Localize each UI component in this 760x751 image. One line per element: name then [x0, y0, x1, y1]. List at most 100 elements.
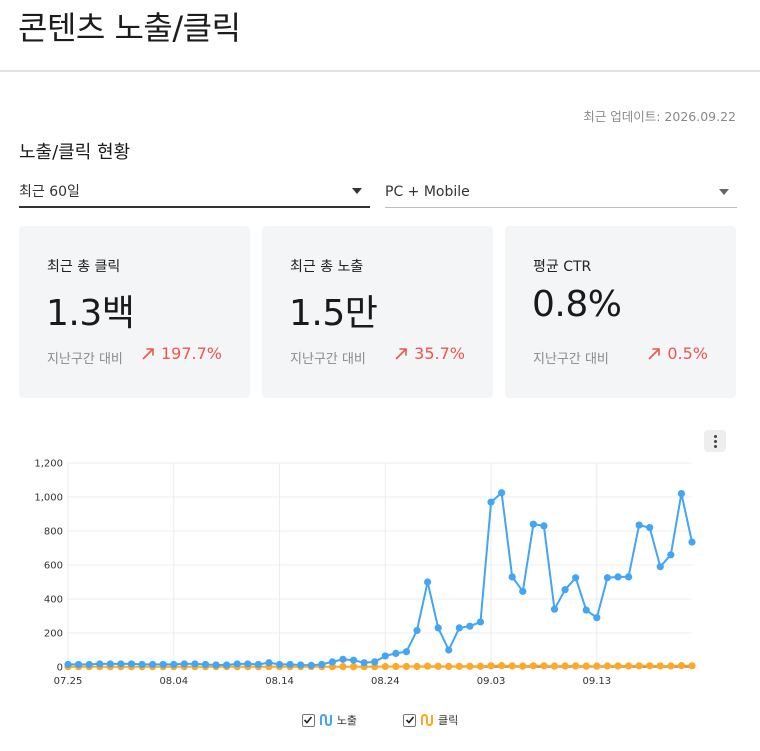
data-point-clicks — [455, 662, 463, 670]
data-point-impressions — [519, 587, 527, 595]
checkbox-checked-icon — [301, 713, 315, 727]
data-point-clicks — [423, 662, 432, 670]
data-point-impressions — [212, 661, 220, 669]
data-point-impressions — [561, 586, 569, 594]
data-point-impressions — [96, 660, 104, 668]
data-point-clicks — [614, 662, 622, 670]
chart-legend: 노출 클릭 — [0, 712, 760, 728]
y-tick-label: 1,200 — [34, 459, 63, 470]
data-point-impressions — [244, 660, 252, 668]
y-tick-label: 200 — [44, 629, 63, 640]
data-point-impressions — [106, 660, 114, 668]
stat-label: 최근 총 클릭 — [47, 259, 121, 275]
data-point-clicks — [402, 662, 411, 671]
impressions-clicks-chart: 0 200 400 600 800 1,000 1,200 07.25 08.04 08.14 08… — [34, 459, 696, 687]
data-point-impressions — [159, 660, 167, 669]
device-select[interactable]: PC + Mobile — [385, 176, 737, 208]
data-point-clicks — [498, 662, 506, 670]
data-point-impressions — [476, 618, 485, 626]
data-point-clicks — [656, 662, 664, 670]
data-point-clicks — [646, 662, 654, 670]
data-point-impressions — [688, 538, 696, 546]
data-point-impressions — [191, 660, 199, 668]
data-point-clicks — [572, 662, 580, 670]
legend-label: 노출 — [336, 714, 357, 727]
data-point-impressions — [455, 624, 463, 632]
stat-change-value: 197.7% — [160, 344, 222, 363]
data-point-impressions — [254, 660, 262, 669]
data-point-clicks — [561, 662, 569, 670]
data-point-impressions — [498, 489, 506, 497]
data-point-clicks — [392, 662, 400, 671]
data-point-impressions — [413, 626, 421, 635]
data-point-impressions — [614, 573, 622, 581]
data-point-impressions — [275, 660, 284, 669]
data-point-impressions — [466, 622, 474, 630]
series-line-impressions — [68, 491, 693, 667]
data-point-impressions — [445, 646, 453, 654]
data-point-impressions — [603, 574, 611, 582]
data-point-impressions — [635, 521, 643, 529]
x-tick-label: 09.13 — [582, 676, 611, 687]
data-point-impressions — [434, 624, 442, 632]
data-point-impressions — [593, 614, 601, 622]
data-point-impressions — [646, 524, 654, 532]
line-series-icon — [420, 714, 434, 726]
data-point-clicks — [593, 662, 601, 670]
data-point-impressions — [265, 659, 273, 667]
trend-up-arrow-icon — [649, 348, 661, 360]
data-point-impressions — [149, 660, 157, 669]
data-point-clicks — [381, 662, 389, 671]
y-tick-label: 600 — [44, 561, 63, 572]
data-point-clicks — [635, 662, 643, 670]
legend-item-impressions[interactable]: 노출 — [301, 712, 357, 728]
stat-change: 35.7% — [395, 344, 465, 363]
chart-more-button[interactable] — [704, 430, 726, 452]
x-tick-label: 07.25 — [54, 676, 83, 687]
data-point-clicks — [624, 662, 633, 670]
page-title: 콘텐츠 노출/클릭 — [18, 9, 241, 47]
data-point-clicks — [413, 662, 421, 671]
data-point-clicks — [466, 662, 474, 670]
data-point-impressions — [656, 563, 664, 571]
legend-item-clicks[interactable]: 클릭 — [403, 712, 458, 728]
stat-label: 평균 CTR — [533, 259, 592, 275]
data-point-impressions — [297, 661, 305, 669]
data-point-impressions — [180, 660, 188, 668]
data-point-impressions — [360, 659, 368, 667]
x-tick-label: 08.14 — [265, 676, 294, 687]
section-title: 노출/클릭 현황 — [19, 142, 131, 163]
y-tick-label: 0 — [57, 663, 63, 674]
checkbox-checked-icon — [403, 713, 416, 727]
legend-label: 클릭 — [438, 714, 459, 727]
stat-change: 197.7% — [142, 344, 222, 363]
stat-change-value: 35.7% — [414, 344, 465, 363]
chevron-down-icon — [352, 188, 362, 194]
data-point-impressions — [339, 655, 347, 663]
data-point-impressions — [540, 522, 548, 530]
line-series-icon — [319, 714, 333, 726]
data-point-clicks — [339, 663, 347, 671]
data-point-clicks — [688, 662, 696, 670]
data-point-impressions — [318, 660, 326, 669]
data-point-impressions — [74, 660, 83, 669]
data-point-impressions — [582, 606, 590, 614]
period-select-value: 최근 60일 — [19, 184, 80, 200]
period-select[interactable]: 최근 60일 — [19, 176, 370, 208]
trend-up-arrow-icon — [142, 348, 154, 360]
data-point-impressions — [170, 660, 178, 669]
data-point-clicks — [445, 662, 453, 671]
data-point-clicks — [519, 662, 527, 670]
stat-value: 1.5만 — [289, 293, 378, 334]
data-point-clicks — [550, 662, 559, 670]
data-point-impressions — [371, 658, 379, 666]
data-point-impressions — [508, 573, 516, 581]
data-point-impressions — [64, 660, 72, 669]
stat-card-clicks: 최근 총 클릭 1.3백 지난구간 대비 197.7% — [19, 226, 250, 398]
trend-up-arrow-icon — [395, 348, 407, 360]
device-select-value: PC + Mobile — [385, 183, 470, 200]
stat-value: 0.8% — [532, 284, 622, 325]
data-point-impressions — [223, 661, 231, 669]
y-tick-label: 1,000 — [34, 493, 63, 504]
data-point-clicks — [349, 663, 358, 671]
